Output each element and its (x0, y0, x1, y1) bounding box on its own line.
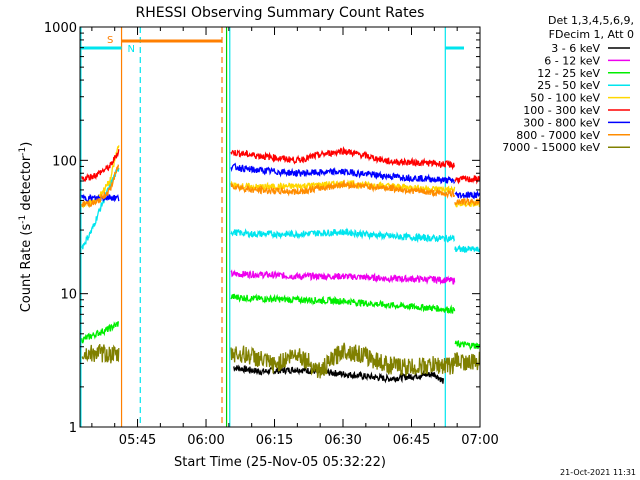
y-axis-label: Count Rate (s-1 detector-1) (18, 142, 34, 313)
series-line (81, 149, 120, 182)
legend: Det 1,3,4,5,6,9, FDecim 1, Att 0 3 - 6 k… (502, 14, 634, 154)
legend-item-label: 50 - 100 keV (530, 92, 600, 105)
series-line (454, 244, 480, 254)
series-line (230, 162, 456, 185)
legend-item-label: 7000 - 15000 keV (502, 141, 600, 154)
series-line (230, 293, 456, 314)
series-line (230, 227, 456, 244)
series-line (454, 340, 480, 351)
legend-item-label: 300 - 800 keV (523, 116, 600, 129)
series-line (454, 197, 480, 207)
x-tick-label: 05:45 (119, 433, 156, 448)
x-tick-label: 06:30 (324, 433, 361, 448)
series-line (454, 351, 480, 371)
series-line (230, 269, 456, 286)
legend-header-1: Det 1,3,4,5,6,9, (548, 14, 634, 27)
series-lines (81, 145, 480, 384)
chart-title: RHESSI Observing Summary Count Rates (136, 5, 425, 21)
x-axis-label: Start Time (25-Nov-05 05:32:22) (174, 455, 386, 470)
series-line (81, 343, 120, 364)
series-line (230, 179, 456, 199)
legend-item-label: 3 - 6 keV (551, 42, 600, 55)
plot-frame (79, 26, 481, 428)
series-line (454, 174, 480, 185)
y-axis-label-main: Count Rate (s (19, 224, 34, 313)
x-tick-label: 07:00 (461, 433, 498, 448)
series-line (233, 364, 445, 384)
series-line (81, 321, 120, 344)
y-tick-label: 10 (60, 288, 77, 303)
series-line (454, 190, 480, 200)
series-line (454, 199, 480, 208)
legend-item-label: 6 - 12 keV (544, 54, 600, 67)
flag-label: S (107, 35, 113, 46)
x-tick-label: 06:15 (256, 433, 293, 448)
legend-item-label: 25 - 50 keV (537, 79, 600, 92)
y-axis-label-exponent-2: -1 (18, 147, 28, 156)
y-tick-label: 1 (69, 421, 77, 436)
axis-ticks: 1 10 100 1000 05:45 06:00 06:15 06:30 06:45 07:00 (44, 21, 499, 448)
series-line (230, 342, 456, 379)
series-line (230, 145, 456, 171)
x-tick-label: 06:00 (187, 433, 224, 448)
legend-item-label: 100 - 300 keV (523, 104, 600, 117)
timestamp: 21-Oct-2021 11:31 (560, 468, 636, 477)
x-tick-label: 06:45 (393, 433, 430, 448)
flag-label: N (128, 44, 135, 55)
y-tick-label: 1000 (44, 21, 77, 36)
legend-header-2: FDecim 1, Att 0 (549, 28, 634, 41)
series-line (81, 164, 120, 209)
series-line (81, 166, 120, 250)
legend-item-label: 12 - 25 keV (537, 67, 600, 80)
flag-bars: SN (80, 35, 464, 55)
svg-text:Count Rate (s-1 detector-1): Count Rate (s-1 detector-1) (18, 142, 34, 313)
y-axis-label-end: ) (19, 142, 34, 147)
y-axis-label-mid: detector (19, 155, 34, 215)
y-axis-label-exponent-1: -1 (18, 215, 28, 224)
y-tick-label: 100 (52, 154, 77, 169)
legend-item-label: 800 - 7000 keV (516, 129, 600, 142)
